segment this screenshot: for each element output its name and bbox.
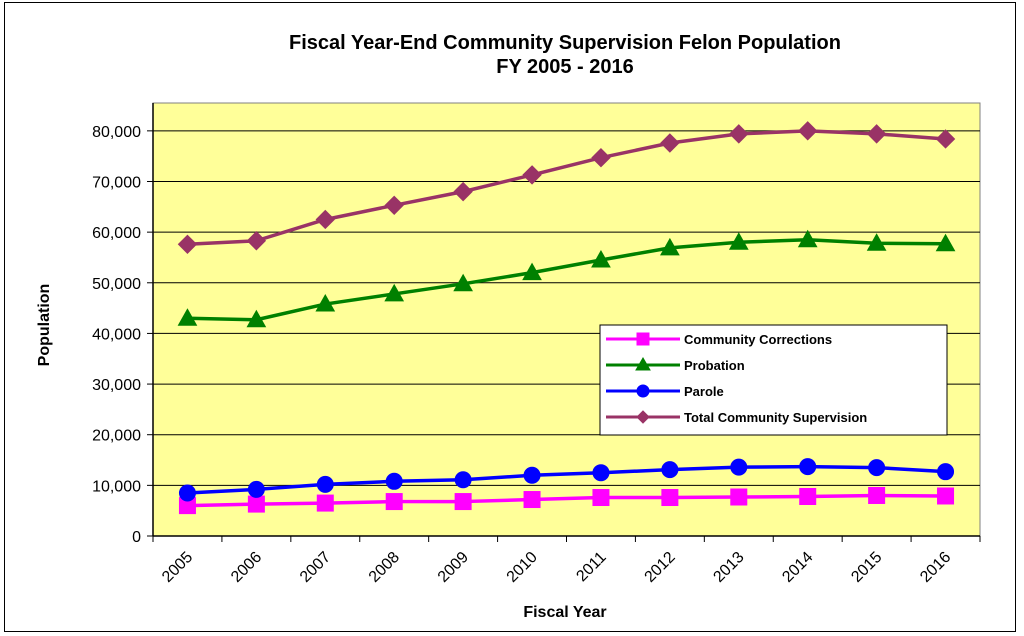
y-tick-label: 70,000 — [92, 174, 141, 191]
legend-label: Parole — [684, 384, 724, 399]
data-point-community-corrections — [316, 494, 334, 512]
data-point-total-community-supervision — [384, 195, 404, 216]
x-tick-label: 2005 — [159, 549, 196, 586]
series-line-probation — [187, 237, 946, 322]
data-point-total-community-supervision — [177, 234, 198, 255]
legend-swatch-marker — [636, 332, 650, 346]
legend-item-probation: Probation — [606, 357, 745, 373]
data-point-parole — [385, 472, 403, 490]
data-point-total-community-supervision — [798, 121, 818, 141]
legend-label: Community Corrections — [684, 332, 832, 347]
legend-label: Total Community Supervision — [684, 410, 867, 425]
y-tick-label: 30,000 — [92, 377, 141, 394]
data-point-community-corrections — [661, 489, 679, 507]
x-tick-label: 2014 — [779, 549, 816, 586]
legend-swatch-marker — [635, 357, 651, 371]
data-point-total-community-supervision — [522, 165, 542, 185]
data-point-community-corrections — [868, 486, 886, 504]
chart: Fiscal Year-End Community Supervision Fe… — [36, 32, 981, 621]
data-point-parole — [799, 458, 817, 476]
chart-title: Fiscal Year-End Community Supervision Fe… — [289, 32, 841, 54]
data-point-parole — [523, 466, 541, 484]
chart-frame: Fiscal Year-End Community Supervision Fe… — [4, 2, 1016, 632]
y-tick-label: 10,000 — [92, 478, 141, 495]
data-point-community-corrections — [454, 493, 472, 511]
data-point-parole — [868, 459, 886, 477]
data-point-probation — [728, 232, 749, 250]
data-point-probation — [246, 309, 267, 328]
data-point-total-community-supervision — [246, 231, 267, 251]
series-line-community-corrections — [187, 493, 946, 508]
data-point-parole — [592, 464, 610, 482]
data-point-total-community-supervision — [453, 181, 473, 202]
data-point-total-community-supervision — [729, 124, 749, 144]
legend-swatch-marker — [636, 410, 650, 424]
data-point-total-community-supervision — [935, 129, 956, 149]
legend-item-parole: Parole — [606, 384, 724, 399]
data-point-community-corrections — [592, 489, 610, 507]
data-point-probation — [591, 249, 611, 268]
y-tick-label: 80,000 — [92, 124, 141, 141]
data-point-parole — [937, 463, 955, 481]
data-point-parole — [454, 471, 472, 489]
y-tick-label: 0 — [132, 529, 141, 546]
series-parole — [178, 458, 955, 502]
x-tick-label: 2011 — [573, 549, 609, 585]
legend-label: Probation — [684, 358, 745, 373]
data-point-community-corrections — [730, 488, 748, 506]
data-point-probation — [315, 294, 336, 312]
y-axis-ticks: 0 10,000 20,000 30,000 40,000 50,000 60,000 70,… — [92, 124, 153, 546]
x-tick-label: 2013 — [710, 549, 747, 586]
data-point-probation — [797, 229, 818, 248]
y-tick-label: 50,000 — [92, 276, 141, 293]
data-point-parole — [730, 458, 748, 476]
data-point-parole — [178, 484, 196, 502]
data-point-total-community-supervision — [315, 209, 335, 230]
data-point-parole — [316, 475, 334, 493]
x-tick-label: 2006 — [228, 549, 265, 586]
y-tick-label: 40,000 — [92, 326, 141, 343]
data-point-total-community-supervision — [866, 124, 887, 144]
legend: Community Corrections Probation Parole Tota… — [599, 324, 948, 436]
data-point-total-community-supervision — [591, 147, 611, 168]
data-point-probation — [177, 308, 198, 326]
chart-subtitle: FY 2005 - 2016 — [496, 56, 634, 78]
x-tick-label: 2010 — [504, 549, 541, 586]
plot-area — [152, 102, 981, 537]
series-line-total-community-supervision — [187, 129, 946, 247]
legend-item-community-corrections: Community Corrections — [606, 332, 832, 347]
x-tick-label: 2007 — [297, 549, 334, 586]
y-tick-label: 20,000 — [92, 428, 141, 445]
data-point-probation — [522, 262, 542, 281]
series-line-parole — [187, 464, 946, 495]
data-point-probation — [453, 273, 473, 292]
data-point-probation — [660, 237, 680, 256]
data-point-community-corrections — [937, 487, 955, 505]
x-tick-label: 2009 — [435, 549, 472, 586]
data-point-community-corrections — [247, 495, 265, 513]
series-total-community-supervision — [177, 121, 956, 255]
series — [177, 121, 956, 515]
data-point-total-community-supervision — [660, 133, 680, 153]
legend-swatch-marker — [636, 384, 650, 398]
x-axis-ticks: 2005 2006 2007 2008 2009 2010 2011 2012 2013 2014… — [152, 536, 981, 586]
data-point-parole — [661, 461, 679, 479]
x-tick-label: 2016 — [917, 549, 954, 586]
x-tick-label: 2008 — [366, 549, 403, 586]
data-point-probation — [935, 233, 956, 252]
data-point-community-corrections — [523, 491, 541, 509]
data-point-probation — [384, 283, 405, 302]
data-point-probation — [866, 233, 887, 251]
data-point-community-corrections — [799, 487, 817, 505]
series-community-corrections — [178, 486, 955, 515]
x-axis-title: Fiscal Year — [523, 604, 606, 621]
x-tick-label: 2015 — [848, 549, 885, 586]
x-tick-label: 2012 — [642, 549, 679, 586]
y-tick-label: 60,000 — [92, 225, 141, 242]
y-axis-title: Population — [36, 284, 53, 367]
series-probation — [177, 229, 956, 328]
data-point-community-corrections — [385, 493, 403, 511]
legend-item-total-community-supervision: Total Community Supervision — [606, 410, 867, 425]
data-point-parole — [247, 480, 265, 498]
